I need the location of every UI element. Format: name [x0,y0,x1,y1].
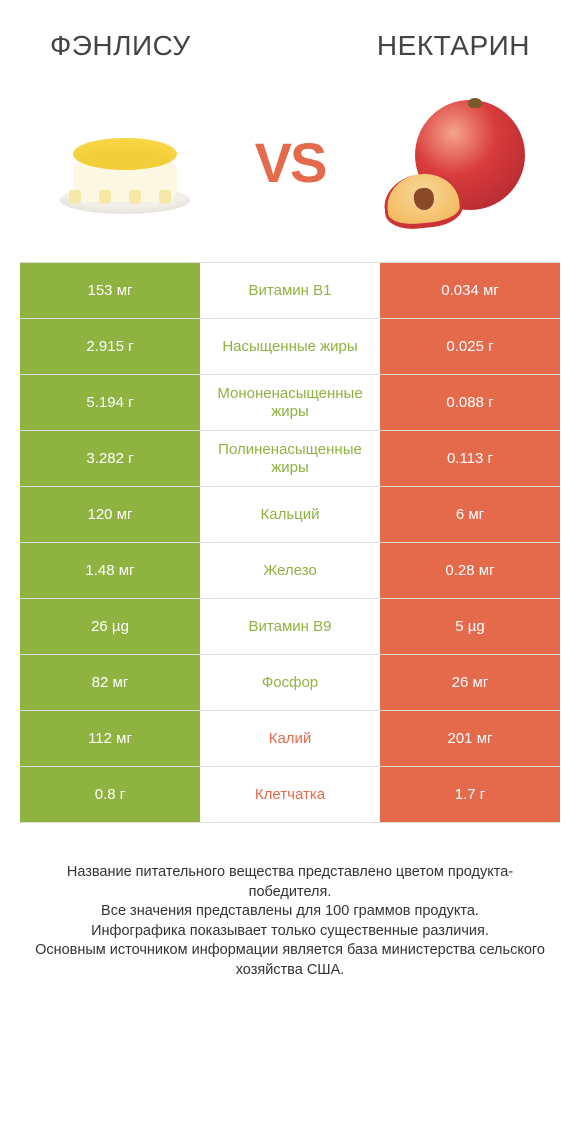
table-row: 112 мгКалий201 мг [20,711,560,767]
right-value: 5 µg [380,599,560,654]
left-product-title: ФЭНЛИСУ [50,30,191,62]
footer-line: Инфографика показывает только существенн… [30,922,550,942]
table-row: 82 мгФосфор26 мг [20,655,560,711]
left-value: 0.8 г [20,767,200,822]
table-row: 153 мгВитамин B10.034 мг [20,263,560,319]
right-value: 0.034 мг [380,263,560,318]
cake-icon [55,102,195,222]
left-value: 1.48 мг [20,543,200,598]
left-value: 120 мг [20,487,200,542]
images-row: VS [0,72,580,262]
table-row: 3.282 гПолиненасыщенные жиры0.113 г [20,431,560,487]
header: ФЭНЛИСУ НЕКТАРИН [0,0,580,72]
right-value: 0.025 г [380,319,560,374]
left-value: 3.282 г [20,431,200,486]
left-value: 5.194 г [20,375,200,430]
table-row: 1.48 мгЖелезо0.28 мг [20,543,560,599]
nutrient-label: Кальций [200,487,380,542]
table-row: 5.194 гМононенасыщенные жиры0.088 г [20,375,560,431]
nutrient-label: Витамин B9 [200,599,380,654]
left-value: 112 мг [20,711,200,766]
table-row: 26 µgВитамин B95 µg [20,599,560,655]
right-value: 0.28 мг [380,543,560,598]
footer-line: Основным источником информации является … [30,941,550,980]
nutrient-label: Калий [200,711,380,766]
right-value: 0.113 г [380,431,560,486]
footer-notes: Название питательного вещества представл… [30,863,550,980]
right-product-image [380,92,530,232]
nutrient-label: Витамин B1 [200,263,380,318]
footer-line: Все значения представлены для 100 граммо… [30,902,550,922]
nutrient-label: Насыщенные жиры [200,319,380,374]
right-value: 1.7 г [380,767,560,822]
nutrient-label: Фосфор [200,655,380,710]
left-value: 82 мг [20,655,200,710]
left-value: 153 мг [20,263,200,318]
right-value: 6 мг [380,487,560,542]
right-value: 0.088 г [380,375,560,430]
left-value: 2.915 г [20,319,200,374]
nutrient-label: Мононенасыщенные жиры [200,375,380,430]
table-row: 120 мгКальций6 мг [20,487,560,543]
nutrient-label: Железо [200,543,380,598]
footer-line: Название питательного вещества представл… [30,863,550,902]
left-value: 26 µg [20,599,200,654]
left-product-image [50,92,200,232]
vs-label: VS [255,130,326,195]
right-product-title: НЕКТАРИН [377,30,530,62]
right-value: 26 мг [380,655,560,710]
right-value: 201 мг [380,711,560,766]
table-row: 0.8 гКлетчатка1.7 г [20,767,560,823]
nutrient-label: Полиненасыщенные жиры [200,431,380,486]
nectarine-icon [380,92,530,232]
table-row: 2.915 гНасыщенные жиры0.025 г [20,319,560,375]
nutrient-label: Клетчатка [200,767,380,822]
comparison-table: 153 мгВитамин B10.034 мг2.915 гНасыщенны… [20,262,560,823]
